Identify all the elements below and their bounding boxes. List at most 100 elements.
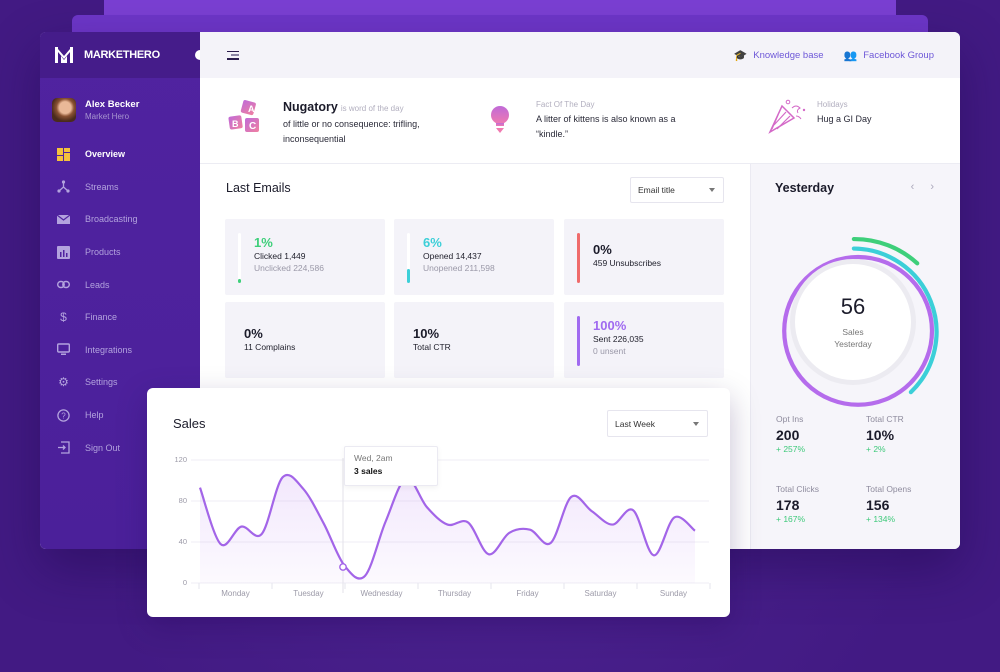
chart-tooltip: Wed, 2am 3 sales <box>344 446 438 486</box>
mini-stat-opt-ins: Opt Ins 200 + 257% <box>776 414 866 454</box>
gear-icon: ⚙ <box>58 375 69 390</box>
envelope-icon <box>57 214 70 224</box>
x-axis-label: Sunday <box>659 589 688 598</box>
chevron-left-icon[interactable]: ‹ <box>910 181 915 193</box>
sales-period-value: Last Week <box>615 418 656 429</box>
stat-percent: 10% <box>413 326 440 341</box>
progress-bar <box>238 233 241 283</box>
email-stat-unsubscribes: 0% 459 Unsubscribes <box>564 219 724 295</box>
x-axis-label: Thursday <box>437 589 472 598</box>
last-emails-title: Last Emails <box>226 181 291 195</box>
sidebar-item-label: Integrations <box>85 344 133 355</box>
stat-line: 459 Unsubscribes <box>593 258 662 268</box>
help-icon: ? <box>57 408 70 422</box>
sidebar-item-label: Overview <box>85 149 126 160</box>
holiday: Holidays Hug a GI Day <box>817 100 872 127</box>
email-stat-ctr: 10% Total CTR <box>394 302 554 378</box>
mini-stat-delta: + 134% <box>866 514 896 524</box>
sign-out-icon <box>58 441 70 454</box>
mini-stat-label: Total Opens <box>866 484 912 494</box>
email-title-select[interactable]: Email title <box>630 177 724 203</box>
chevron-down-icon <box>709 188 715 192</box>
facebook-group-link[interactable]: 👥 Facebook Group <box>844 49 934 62</box>
sidebar-item-label: Leads <box>85 279 110 290</box>
mini-stat-value: 178 <box>776 497 800 513</box>
avatar <box>52 98 76 122</box>
sidebar-item-broadcasting[interactable]: Broadcasting <box>40 203 200 236</box>
sidebar-item-products[interactable]: Products <box>40 236 200 269</box>
link-icon <box>57 280 70 289</box>
email-stat-clicked: 1% Clicked 1,449 Unclicked 224,586 <box>225 219 385 295</box>
stat-percent: 0% <box>593 242 612 257</box>
mini-stat-delta: + 167% <box>776 514 806 524</box>
sales-line-chart[interactable] <box>147 388 730 617</box>
holiday-text: Hug a GI Day <box>817 114 872 124</box>
sales-chart-card: Sales Last Week Wed, 2am 3 sales 0 40 80 12… <box>147 388 730 617</box>
user-profile[interactable]: Alex Becker Market Hero <box>40 78 200 122</box>
progress-bar <box>577 316 580 366</box>
sidebar-item-overview[interactable]: Overview <box>40 138 200 171</box>
sales-title: Sales <box>173 416 206 431</box>
sidebar-item-leads[interactable]: Leads <box>40 268 200 301</box>
brand-name: MARKETHERO <box>84 49 160 61</box>
y-axis-tick: 120 <box>174 455 187 464</box>
dashboard-icon <box>57 147 70 161</box>
sidebar-nav: Overview Streams Broadcasting Products L… <box>40 138 200 464</box>
mini-stat-delta: + 2% <box>866 444 886 454</box>
mini-stat-total-opens: Total Opens 156 + 134% <box>866 484 956 524</box>
sidebar-item-label: Settings <box>85 377 118 388</box>
lightbulb-icon <box>491 106 509 133</box>
mini-stat-value: 156 <box>866 497 890 513</box>
yesterday-panel: Yesterday ‹ › 56 Sales Yesterday Opt Ins <box>750 164 960 549</box>
x-axis-label: Friday <box>516 589 539 598</box>
mini-stat-total-ctr: Total CTR 10% + 2% <box>866 414 956 454</box>
stat-sub: 0 unsent <box>593 346 626 356</box>
stat-line: Total CTR <box>413 342 451 352</box>
mini-stat-label: Opt Ins <box>776 414 804 424</box>
bar-chart-icon <box>57 245 70 259</box>
tooltip-time: Wed, 2am <box>354 453 393 463</box>
stat-percent: 0% <box>244 326 263 341</box>
chevron-right-icon[interactable]: › <box>930 181 934 193</box>
sidebar-item-sign-out[interactable]: Sign Out <box>40 431 200 464</box>
stat-percent: 6% <box>423 235 442 250</box>
sidebar-item-settings[interactable]: ⚙ Settings <box>40 366 200 399</box>
sales-yesterday-label: Sales <box>842 327 864 337</box>
stat-sub: Unopened 211,598 <box>423 263 495 273</box>
svg-text:B: B <box>232 119 239 129</box>
ring-center: 56 Sales Yesterday <box>795 264 911 380</box>
y-axis-tick: 0 <box>182 578 187 587</box>
word-suffix: is word of the day <box>340 104 404 113</box>
email-stat-complains: 0% 11 Complains <box>225 302 385 378</box>
mini-stat-value: 200 <box>776 427 800 443</box>
knowledge-base-link[interactable]: 🎓 Knowledge base <box>734 49 824 62</box>
brand[interactable]: MARKETHERO <box>40 32 200 78</box>
fact-of-the-day: Fact Of The Day A litter of kittens is a… <box>536 100 676 142</box>
sales-period-select[interactable]: Last Week <box>607 410 708 437</box>
brand-logo-icon <box>55 47 73 63</box>
x-axis-label: Tuesday <box>293 589 324 598</box>
menu-toggle-icon[interactable] <box>227 50 239 60</box>
user-name: Alex Becker <box>85 99 140 110</box>
sidebar-item-label: Help <box>85 410 104 421</box>
stat-sub: Unclicked 224,586 <box>254 263 324 273</box>
progress-bar <box>407 233 410 283</box>
sidebar-item-finance[interactable]: $ Finance <box>40 301 200 334</box>
users-icon: 👥 <box>843 49 858 62</box>
sidebar-item-streams[interactable]: Streams <box>40 171 200 204</box>
stat-line: Clicked 1,449 <box>254 251 306 261</box>
sidebar-item-label: Broadcasting <box>85 214 138 225</box>
svg-text:C: C <box>249 121 256 132</box>
sales-yesterday-value: 56 <box>840 294 866 319</box>
mini-stat-total-clicks: Total Clicks 178 + 167% <box>776 484 866 524</box>
dollar-icon: $ <box>60 310 67 325</box>
sales-ring-chart <box>782 236 939 407</box>
sidebar-item-label: Finance <box>85 312 118 323</box>
monitor-icon <box>57 343 70 356</box>
sidebar-item-help[interactable]: ? Help <box>40 399 200 432</box>
sidebar-item-integrations[interactable]: Integrations <box>40 334 200 367</box>
topbar: 🎓 Knowledge base 👥 Facebook Group <box>200 32 960 78</box>
mini-stat-delta: + 257% <box>776 444 806 454</box>
stat-line: Opened 14,437 <box>423 251 482 261</box>
mini-stat-label: Total CTR <box>866 414 904 424</box>
